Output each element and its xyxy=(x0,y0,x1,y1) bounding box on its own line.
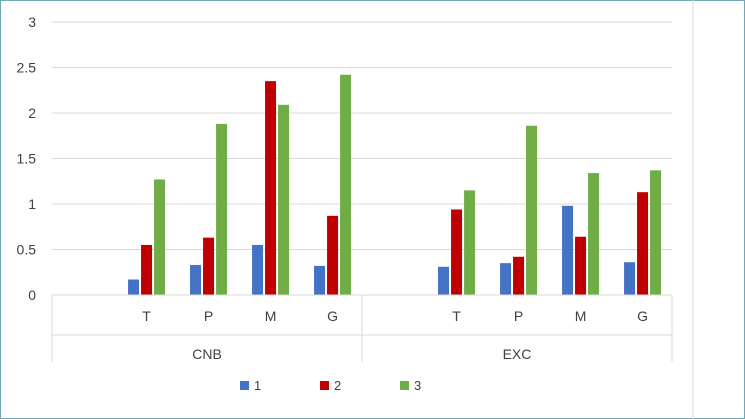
x-axis-labels: CNB T P M G EXC T P M G xyxy=(142,308,648,362)
category-label: P xyxy=(514,308,523,324)
bar-series-1 xyxy=(500,263,512,295)
y-axis-ticks: 0 0.5 1 1.5 2 2.5 3 xyxy=(17,14,37,303)
group-label: EXC xyxy=(503,346,532,362)
bar-series-2 xyxy=(513,256,525,295)
bar-series-3 xyxy=(588,173,600,295)
bar-series-1 xyxy=(128,279,140,295)
bar-series-1 xyxy=(438,266,450,295)
bar-series-3 xyxy=(464,190,476,295)
category-label: G xyxy=(327,308,338,324)
bar-series-3 xyxy=(526,125,538,296)
bar-series-1 xyxy=(562,205,574,295)
group-label: CNB xyxy=(192,346,222,362)
y-tick-label: 1.5 xyxy=(17,151,37,167)
legend-label: 1 xyxy=(254,378,261,393)
bar-series-1 xyxy=(624,262,636,295)
bar-series-3 xyxy=(340,74,352,295)
bar-series-2 xyxy=(451,209,463,295)
bar-series-2 xyxy=(327,215,339,295)
y-tick-label: 0.5 xyxy=(17,242,37,258)
legend-label: 2 xyxy=(334,378,341,393)
bar-series-1 xyxy=(314,265,326,295)
category-label: T xyxy=(142,308,151,324)
category-label: T xyxy=(452,308,461,324)
category-label: M xyxy=(265,308,277,324)
y-tick-label: 1 xyxy=(28,196,36,212)
legend-label: 3 xyxy=(414,378,421,393)
bar-series-1 xyxy=(252,244,264,295)
bar-series-2 xyxy=(203,237,215,295)
legend: 1 2 3 xyxy=(240,378,421,393)
bar-series-1 xyxy=(190,264,202,295)
y-tick-label: 2.5 xyxy=(17,60,37,76)
y-tick-label: 0 xyxy=(28,287,36,303)
bar-series-3 xyxy=(278,104,290,295)
bar-series-3 xyxy=(154,179,166,295)
y-tick-label: 3 xyxy=(28,14,36,30)
category-label: P xyxy=(204,308,213,324)
legend-swatch-3 xyxy=(400,381,409,390)
category-label: M xyxy=(575,308,587,324)
y-tick-label: 2 xyxy=(28,105,36,121)
bars xyxy=(128,74,662,296)
bar-series-2 xyxy=(575,236,587,295)
bar-series-2 xyxy=(265,81,277,296)
x-axis xyxy=(51,294,673,362)
bar-series-3 xyxy=(216,123,228,295)
bar-series-3 xyxy=(650,170,662,295)
legend-swatch-2 xyxy=(320,381,329,390)
bar-series-2 xyxy=(141,244,153,295)
category-label: G xyxy=(637,308,648,324)
bar-series-2 xyxy=(637,192,649,295)
legend-swatch-1 xyxy=(240,381,249,390)
